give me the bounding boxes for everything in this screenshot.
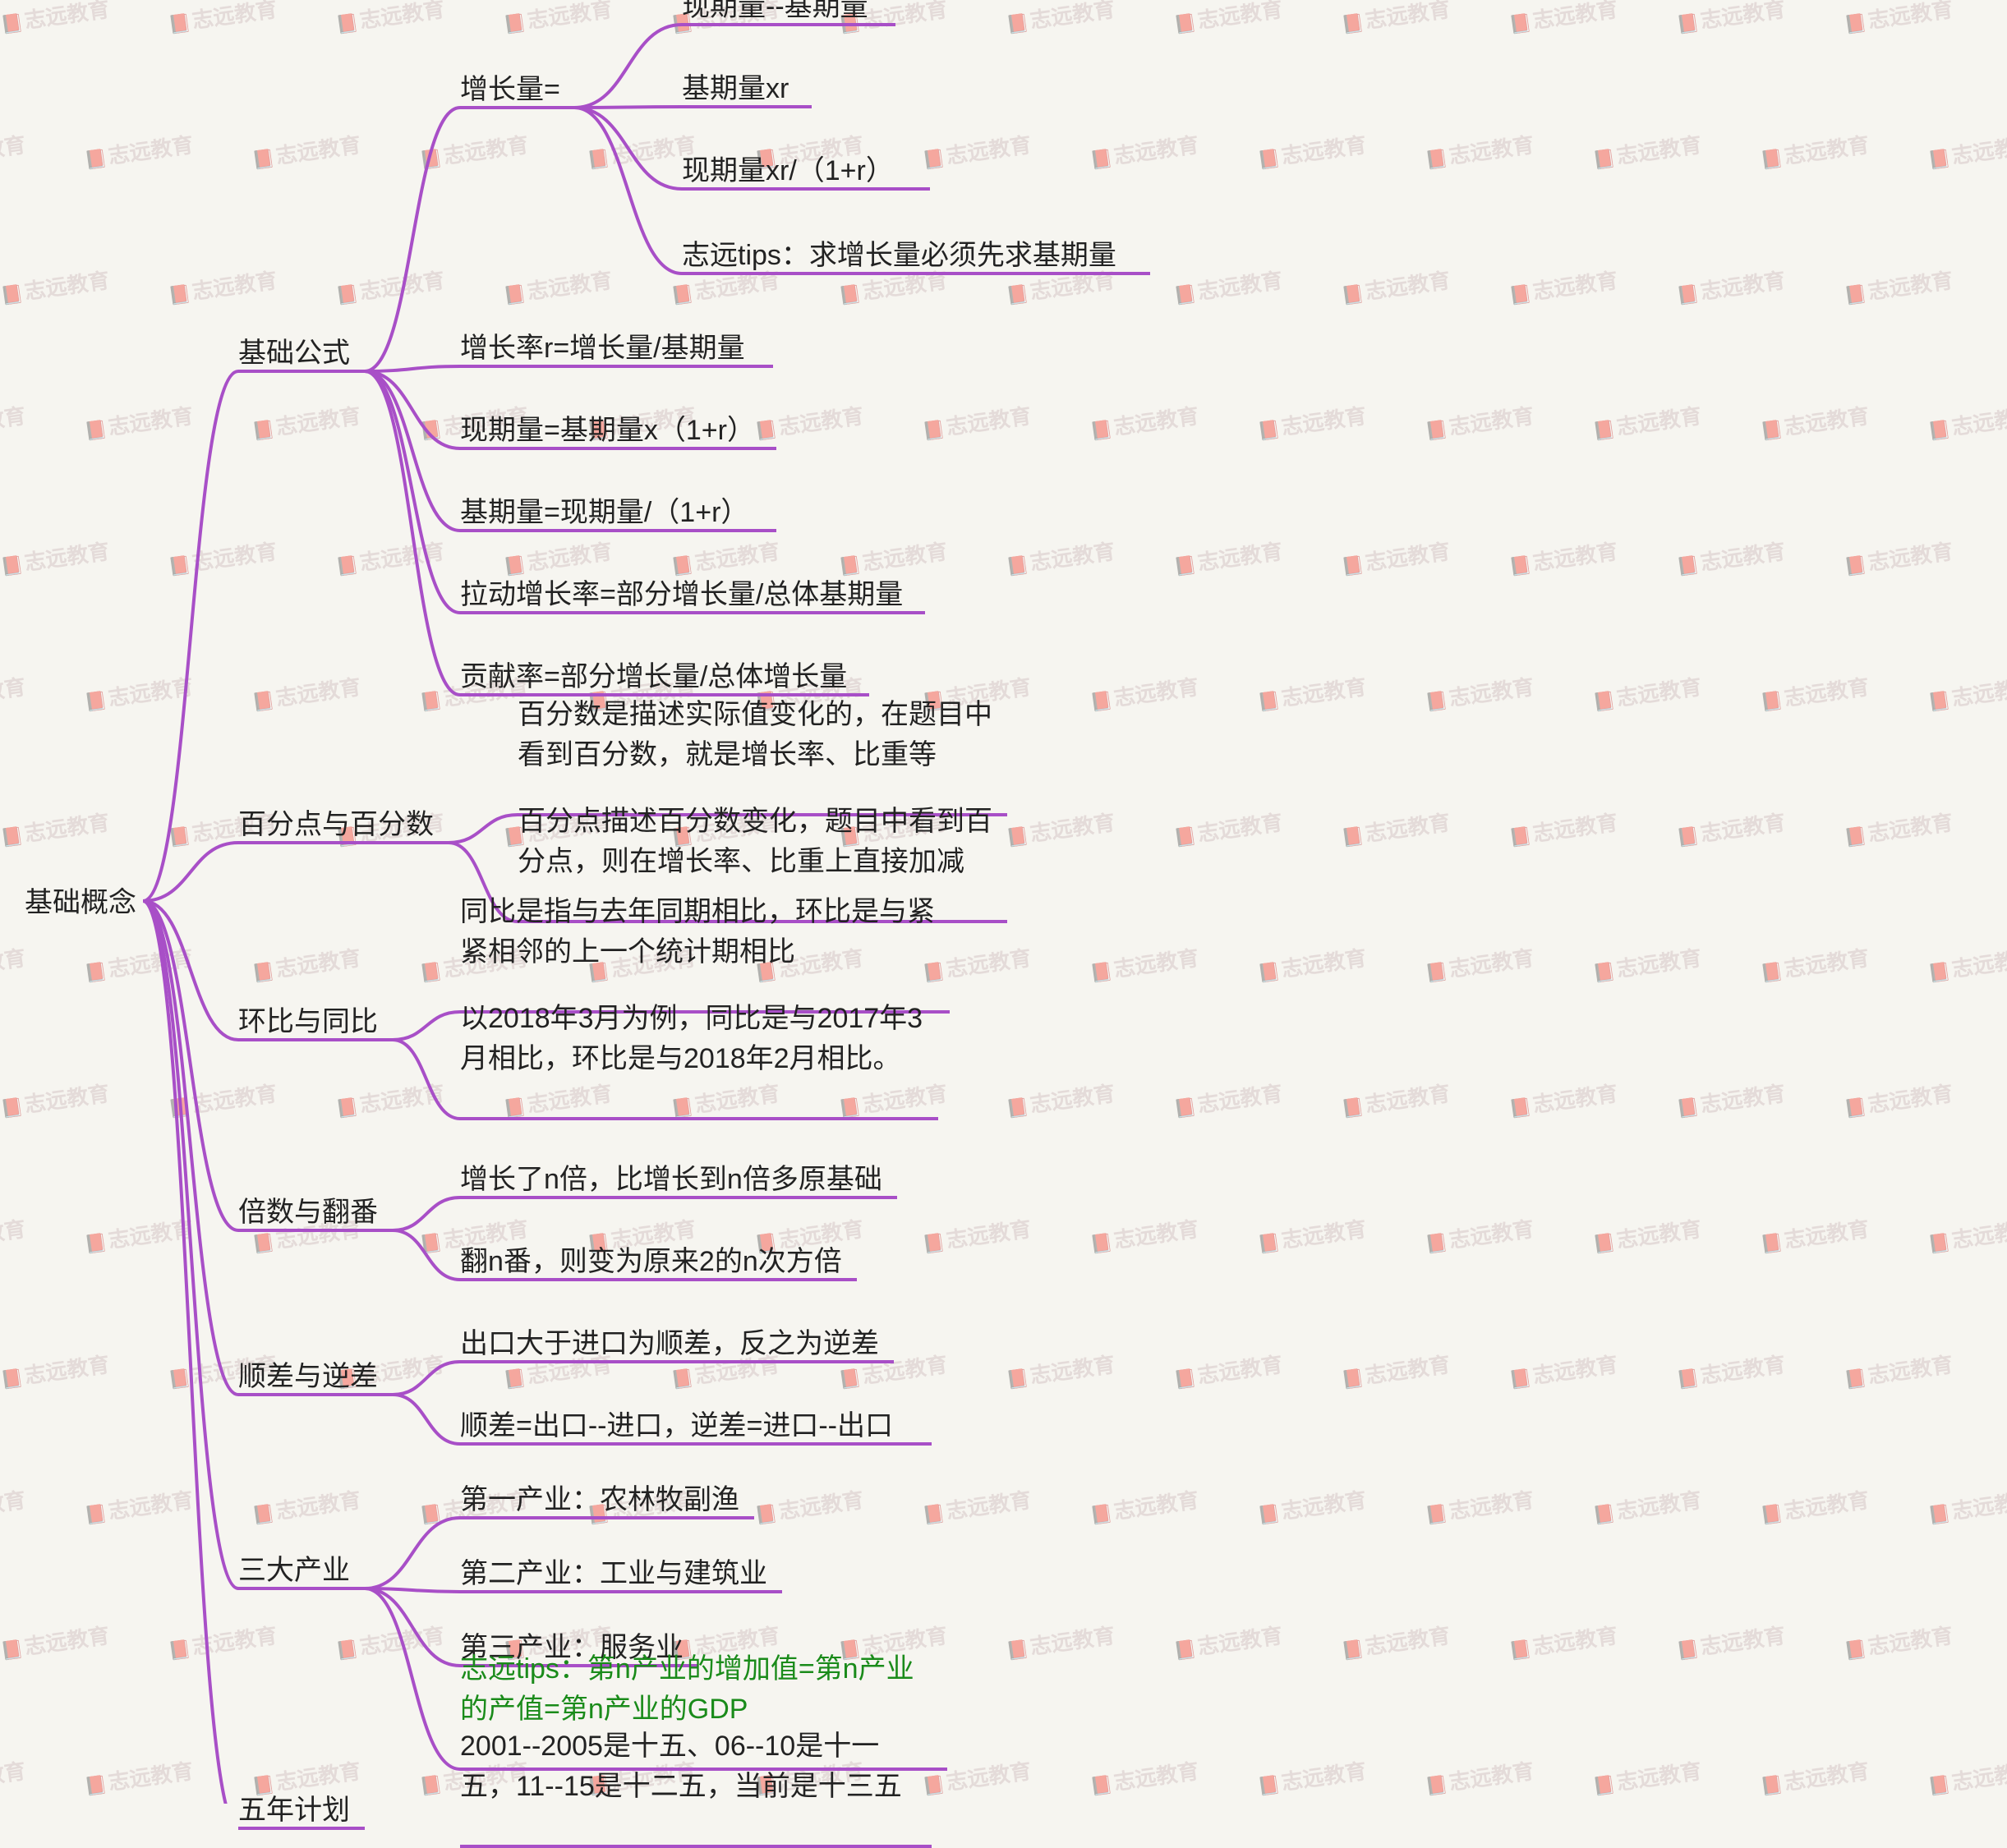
edge-b1a-b1a4 [574, 108, 682, 274]
underline-b6 [238, 1587, 365, 1590]
node-b1d: 基期量=现期量/（1+r） [460, 493, 748, 533]
underline-b1a3 [682, 187, 930, 191]
node-b7a: 2001--2005是十五、06--10是十一 五，11--15是十二五，当前是… [460, 1726, 902, 1808]
node-b1e: 拉动增长率=部分增长量/总体基期量 [460, 575, 903, 615]
underline-b5b [460, 1442, 932, 1446]
underline-b1a4 [682, 272, 1150, 275]
underline-b4a [460, 1196, 897, 1199]
node-b1: 基础公式 [238, 333, 350, 374]
node-b1a2: 基期量xr [682, 69, 789, 109]
node-b6b: 第二产业：工业与建筑业 [460, 1554, 767, 1594]
edge-b1-b1b [365, 366, 460, 371]
edge-b1a-b1a2 [574, 107, 682, 108]
underline-b5a [460, 1360, 894, 1363]
edge-root-b2 [143, 843, 238, 901]
node-b2b: 百分点描述百分数变化，题目中看到百 分点，则在增长率、比重上直接加减 [518, 802, 992, 883]
underline-b7a [460, 1845, 932, 1848]
underline-b4 [238, 1229, 393, 1232]
underline-b1 [238, 370, 365, 373]
node-b2a: 百分数是描述实际值变化的，在题目中 看到百分数，就是增长率、比重等 [518, 695, 992, 776]
underline-b6a [460, 1516, 754, 1519]
node-b1a3: 现期量xr/（1+r） [682, 151, 894, 191]
node-b3b: 以2018年3月为例，同比是与2017年3 月相比，环比是与2018年2月相比。 [460, 999, 923, 1080]
node-b4: 倍数与翻番 [238, 1193, 378, 1233]
edge-b2-b2a [449, 815, 518, 843]
underline-b4b [460, 1278, 857, 1281]
node-b6a: 第一产业：农林牧副渔 [460, 1480, 739, 1520]
edge-b4-b4b [393, 1230, 460, 1280]
node-b5: 顺差与逆差 [238, 1357, 378, 1397]
underline-b1a2 [682, 105, 812, 108]
underline-b1b [460, 365, 773, 368]
underline-b7 [238, 1827, 365, 1830]
node-b5b: 顺差=出口--进口，逆差=进口--出口 [460, 1406, 893, 1446]
edge-b6-b6d [365, 1588, 460, 1769]
edge-b1a-b1a3 [574, 108, 682, 189]
underline-b1c [460, 447, 776, 450]
edge-b3-b3b [393, 1040, 460, 1119]
node-b3: 环比与同比 [238, 1002, 378, 1042]
edge-b5-b5a [393, 1362, 460, 1395]
node-b3a: 同比是指与去年同期相比，环比是与紧 紧相邻的上一个统计期相比 [460, 892, 935, 973]
edge-b6-b6c [365, 1588, 460, 1666]
node-b6: 三大产业 [238, 1551, 350, 1591]
edge-b1a-b1a1 [574, 25, 682, 108]
edge-b3-b3a [393, 1012, 460, 1040]
edge-b4-b4a [393, 1198, 460, 1230]
node-b1a: 增长量= [460, 70, 560, 110]
node-b2: 百分点与百分数 [238, 805, 434, 845]
node-b5a: 出口大于进口为顺差，反之为逆差 [460, 1324, 879, 1364]
edge-root-b4 [143, 901, 238, 1230]
node-b1b: 增长率r=增长量/基期量 [460, 329, 745, 369]
edge-b1-b1a [365, 108, 460, 371]
underline-b1d [460, 529, 776, 532]
edge-b1-b1f [365, 371, 460, 695]
edge-b5-b5b [393, 1395, 460, 1444]
edge-b1-b1d [365, 371, 460, 531]
edge-b6-b6a [365, 1518, 460, 1588]
underline-b1a [460, 106, 574, 109]
node-b4a: 增长了n倍，比增长到n倍多原基础 [460, 1160, 882, 1200]
underline-b6b [460, 1590, 782, 1593]
node-b6d: 志远tips：第n产业的增加值=第n产业 的产值=第n产业的GDP [460, 1649, 914, 1731]
underline-b2 [238, 841, 449, 844]
underline-b3b [460, 1117, 938, 1120]
node-b7: 五年计划 [238, 1791, 350, 1831]
node-b1f: 贡献率=部分增长量/总体增长量 [460, 657, 847, 697]
node-b1a4: 志远tips：求增长量必须先求基期量 [682, 236, 1116, 276]
underline-b1e [460, 611, 925, 614]
node-b1c: 现期量=基期量x（1+r） [460, 411, 755, 451]
edge-root-b6 [143, 901, 238, 1588]
edge-root-b1 [143, 371, 238, 901]
underline-b1a1 [682, 23, 895, 26]
node-b4b: 翻n番，则变为原来2的n次方倍 [460, 1242, 842, 1282]
underline-b5 [238, 1393, 393, 1396]
underline-b3 [238, 1038, 393, 1041]
node-root: 基础概念 [25, 883, 136, 923]
